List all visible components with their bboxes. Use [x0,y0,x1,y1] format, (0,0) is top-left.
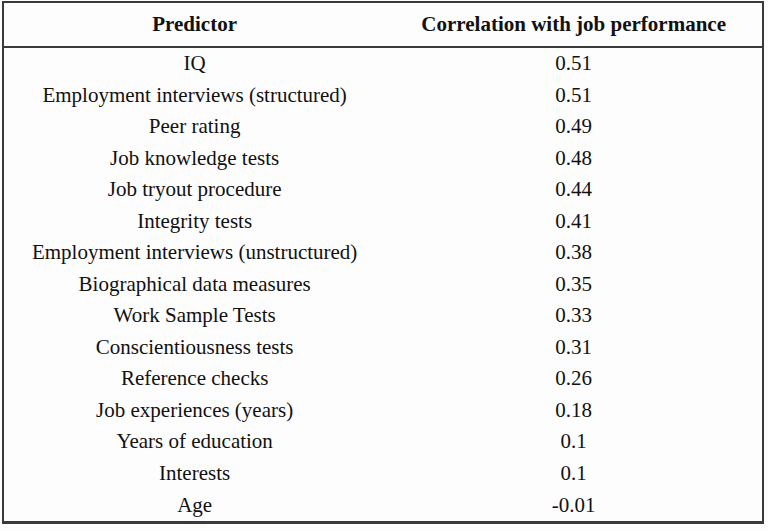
predictor-cell: IQ [3,47,385,80]
predictor-cell: Reference checks [3,363,385,395]
correlation-cell: 0.1 [385,426,763,458]
predictor-cell: Age [3,489,385,522]
table-row: Job experiences (years) 0.18 [3,395,763,427]
correlation-cell: 0.31 [385,332,763,364]
table-row: Years of education 0.1 [3,426,763,458]
correlation-cell: 0.49 [385,111,763,143]
column-header-predictor: Predictor [3,2,385,47]
correlation-cell: 0.38 [385,237,763,269]
table-row: Employment interviews (unstructured) 0.3… [3,237,763,269]
correlation-cell: 0.35 [385,269,763,301]
correlation-cell: 0.44 [385,174,763,206]
predictor-cell: Employment interviews (unstructured) [3,237,385,269]
table-row: Employment interviews (structured) 0.51 [3,80,763,112]
table-row: Biographical data measures 0.35 [3,269,763,301]
predictor-cell: Years of education [3,426,385,458]
correlation-cell: 0.51 [385,47,763,80]
correlation-cell: 0.33 [385,300,763,332]
correlation-cell: 0.26 [385,363,763,395]
correlation-cell: 0.41 [385,206,763,238]
table-row: Job tryout procedure 0.44 [3,174,763,206]
predictor-cell: Conscientiousness tests [3,332,385,364]
correlation-cell: 0.51 [385,80,763,112]
table-row: Peer rating 0.49 [3,111,763,143]
table-body: IQ 0.51 Employment interviews (structure… [3,47,763,523]
predictor-cell: Job knowledge tests [3,143,385,175]
table-header: Predictor Correlation with job performan… [3,2,763,47]
table-row: Work Sample Tests 0.33 [3,300,763,332]
table-row: Age -0.01 [3,489,763,522]
table-row: Interests 0.1 [3,458,763,490]
header-row: Predictor Correlation with job performan… [3,2,763,47]
correlation-cell: 0.1 [385,458,763,490]
predictor-cell: Work Sample Tests [3,300,385,332]
table-row: Integrity tests 0.41 [3,206,763,238]
table-row: IQ 0.51 [3,47,763,80]
predictor-cell: Interests [3,458,385,490]
correlation-cell: 0.48 [385,143,763,175]
table-row: Conscientiousness tests 0.31 [3,332,763,364]
predictors-table: Predictor Correlation with job performan… [2,1,764,524]
correlation-cell: -0.01 [385,489,763,522]
predictor-cell: Job tryout procedure [3,174,385,206]
predictor-cell: Employment interviews (structured) [3,80,385,112]
predictor-cell: Job experiences (years) [3,395,385,427]
predictor-cell: Peer rating [3,111,385,143]
predictor-cell: Biographical data measures [3,269,385,301]
column-header-correlation: Correlation with job performance [385,2,763,47]
predictors-table-container: Predictor Correlation with job performan… [2,1,764,524]
correlation-cell: 0.18 [385,395,763,427]
predictor-cell: Integrity tests [3,206,385,238]
table-row: Reference checks 0.26 [3,363,763,395]
table-row: Job knowledge tests 0.48 [3,143,763,175]
